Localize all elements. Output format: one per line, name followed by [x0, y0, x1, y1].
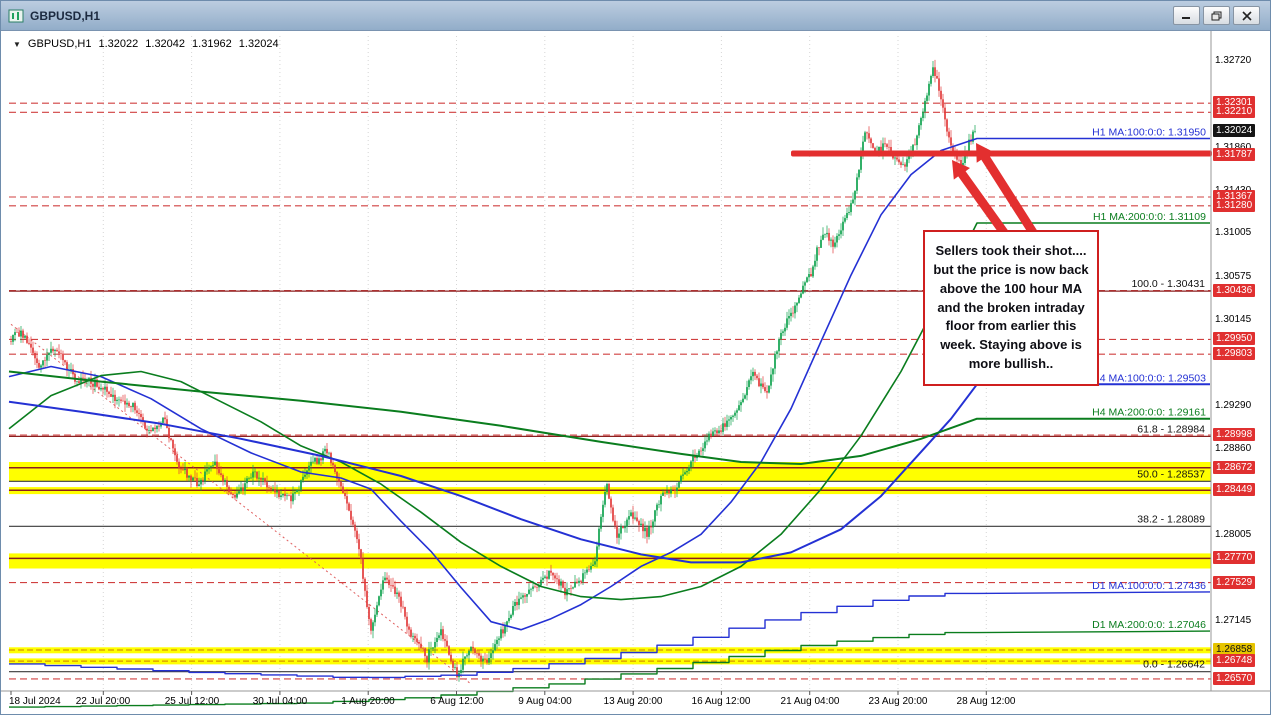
- ma-label: H4 MA:100:0:0: 1.29503: [1092, 372, 1206, 384]
- price-axis-label: 1.28449: [1213, 483, 1256, 496]
- time-axis-label: 25 Jul 12:00: [164, 696, 220, 707]
- minimize-icon: [1182, 17, 1190, 19]
- ohlc-low: 1.31962: [192, 38, 232, 50]
- chart-icon: [7, 8, 25, 24]
- price-axis-label: 1.30436: [1213, 284, 1256, 297]
- ohlc-symbol: GBPUSD,H1: [27, 38, 92, 50]
- price-axis-label: 1.31005: [1215, 227, 1252, 238]
- fib-label: 100.0 - 1.30431: [1131, 278, 1205, 290]
- chart-labels: H1 MA:100:0:0: 1.31950 H1 MA:200:0:0: 1.3…: [1092, 127, 1206, 671]
- time-axis-label: 6 Aug 12:00: [430, 696, 484, 707]
- price-axis-label: 1.28998: [1213, 428, 1256, 441]
- time-axis-label: 22 Jul 20:00: [75, 696, 131, 707]
- fib-label: 50.0 - 1.28537: [1137, 468, 1205, 480]
- ohlc-high: 1.32042: [145, 38, 186, 50]
- price-axis-label: 1.27770: [1213, 551, 1256, 564]
- price-axis-label: 1.26570: [1213, 672, 1256, 685]
- time-axis-label: 13 Aug 20:00: [603, 696, 663, 707]
- price-axis-label: 1.29290: [1215, 400, 1252, 411]
- price-axis-label: 1.31787: [1213, 148, 1256, 161]
- fib-label: 0.0 - 1.26642: [1143, 659, 1205, 671]
- trendline: [10, 323, 472, 685]
- time-axis-label: 16 Aug 12:00: [691, 696, 751, 707]
- price-axis-label: 1.27529: [1213, 576, 1256, 589]
- ma-label: H4 MA:200:0:0: 1.29161: [1092, 407, 1206, 419]
- time-ticks: [10, 691, 987, 695]
- fib-label: 38.2 - 1.28089: [1137, 513, 1205, 525]
- time-axis-label: 9 Aug 04:00: [518, 696, 572, 707]
- candles: [10, 59, 976, 682]
- price-axis-current-label: 1.32024: [1213, 124, 1256, 137]
- price-axis-label: 1.27145: [1215, 615, 1252, 626]
- ma-label: D1 MA:200:0:0: 1.27046: [1092, 619, 1206, 631]
- window-titlebar[interactable]: GBPUSD,H1: [1, 1, 1270, 31]
- price-axis-label: 1.32210: [1213, 105, 1256, 118]
- price-axis-label: 1.32720: [1215, 55, 1252, 66]
- price-axis-label: 1.29803: [1213, 347, 1256, 360]
- chart-ohlc-header: ▼ GBPUSD,H1 1.32022 1.32042 1.31962 1.32…: [13, 38, 279, 50]
- time-axis-label: 30 Jul 04:00: [252, 696, 308, 707]
- fib-label: 61.8 - 1.28984: [1137, 423, 1205, 435]
- restore-button[interactable]: [1203, 6, 1230, 25]
- price-axis-label: 1.26858: [1213, 643, 1256, 656]
- time-axis-label: 1 Aug 20:00: [341, 696, 395, 707]
- time-axis-label: 28 Aug 12:00: [956, 696, 1016, 707]
- ma-label: H1 MA:100:0:0: 1.31950: [1092, 127, 1206, 139]
- price-axis-label: 1.30145: [1215, 314, 1252, 325]
- time-axis-label: 23 Aug 20:00: [868, 696, 928, 707]
- price-axis-label: 1.31280: [1213, 199, 1256, 212]
- price-axis-label: 1.29950: [1213, 332, 1256, 345]
- time-axis-label: 21 Aug 04:00: [780, 696, 840, 707]
- ohlc-open: 1.32022: [98, 38, 139, 50]
- price-axis-label: 1.26748: [1213, 654, 1256, 667]
- ma-label: D1 MA:100:0:0: 1.27436: [1092, 580, 1206, 592]
- price-axis-label: 1.31860: [1215, 141, 1251, 154]
- grid-lines: [102, 36, 987, 691]
- price-axis-label: 1.28005: [1215, 529, 1252, 540]
- ma-label: H1 MA:200:0:0: 1.31109: [1093, 211, 1206, 223]
- annotation-arrows: [952, 143, 1038, 237]
- close-button[interactable]: [1233, 6, 1260, 25]
- price-axis-label: 1.28860: [1215, 443, 1252, 454]
- price-axis-label: 1.28672: [1213, 461, 1256, 474]
- close-icon: [1241, 10, 1252, 21]
- ohlc-close: 1.32024: [238, 38, 279, 50]
- moving-average-lines: [8, 137, 1211, 708]
- symbol-dropdown-icon[interactable]: ▼: [13, 39, 21, 49]
- minimize-button[interactable]: [1173, 6, 1200, 25]
- support-zones: [9, 462, 1211, 665]
- restore-icon: [1211, 11, 1222, 20]
- window-title: GBPUSD,H1: [30, 8, 101, 23]
- resistance-line: [791, 150, 1212, 157]
- price-axis-label: 1.30575: [1215, 271, 1252, 282]
- annotation-box[interactable]: Sellers took their shot.... but the pric…: [923, 230, 1099, 386]
- time-axis-label: 18 Jul 2024: [9, 696, 61, 707]
